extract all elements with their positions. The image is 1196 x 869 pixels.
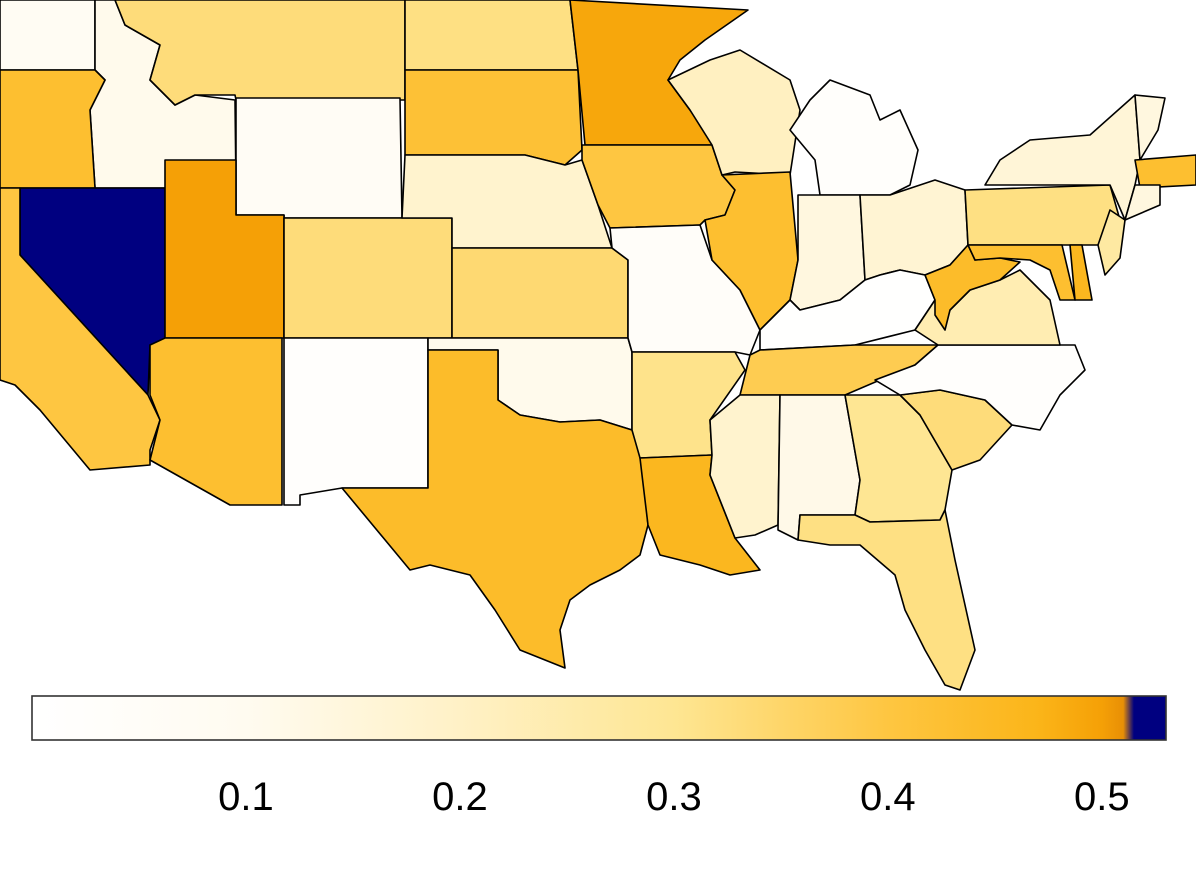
states-layer [0,0,1196,691]
state-michigan [789,79,919,196]
state-montana [114,0,406,106]
state-missouri [609,224,761,356]
legend-tick-labels: 0.1 0.2 0.3 0.4 0.5 [218,775,1129,819]
legend-tick-label: 0.2 [432,775,488,819]
legend-tick-label: 0.4 [860,775,916,819]
legend-tick-label: 0.3 [646,775,702,819]
state-maryland [967,244,1076,301]
legend-tick-label: 0.1 [218,775,274,819]
state-california [0,187,161,471]
state-kentucky [759,269,936,351]
state-massachusetts [1134,154,1196,189]
legend-frame [31,695,1167,741]
legend-tick-label: 0.5 [1074,775,1130,819]
state-colorado [283,217,453,339]
state-new-mexico [283,337,429,506]
state-delaware [1069,244,1093,301]
state-south-dakota [404,69,583,166]
state-kansas [451,247,629,339]
state-new-jersey [1097,209,1126,276]
state-arizona [149,337,283,506]
state-oregon [0,69,106,189]
state-vermont [1134,94,1166,161]
state-north-dakota [404,0,579,71]
color-legend: 0.1 0.2 0.3 0.4 0.5 [31,695,1167,819]
state-north-carolina [874,344,1086,431]
state-iowa [581,144,736,229]
state-wyoming [235,97,403,219]
legend-colorbar [32,696,1166,740]
state-texas [341,349,649,669]
state-illinois [704,171,799,331]
state-west-virginia [924,244,1021,331]
state-connecticut [1124,184,1161,221]
state-washington [0,0,96,71]
state-florida [797,509,976,691]
state-pennsylvania [964,184,1121,246]
state-nebraska [401,154,613,249]
